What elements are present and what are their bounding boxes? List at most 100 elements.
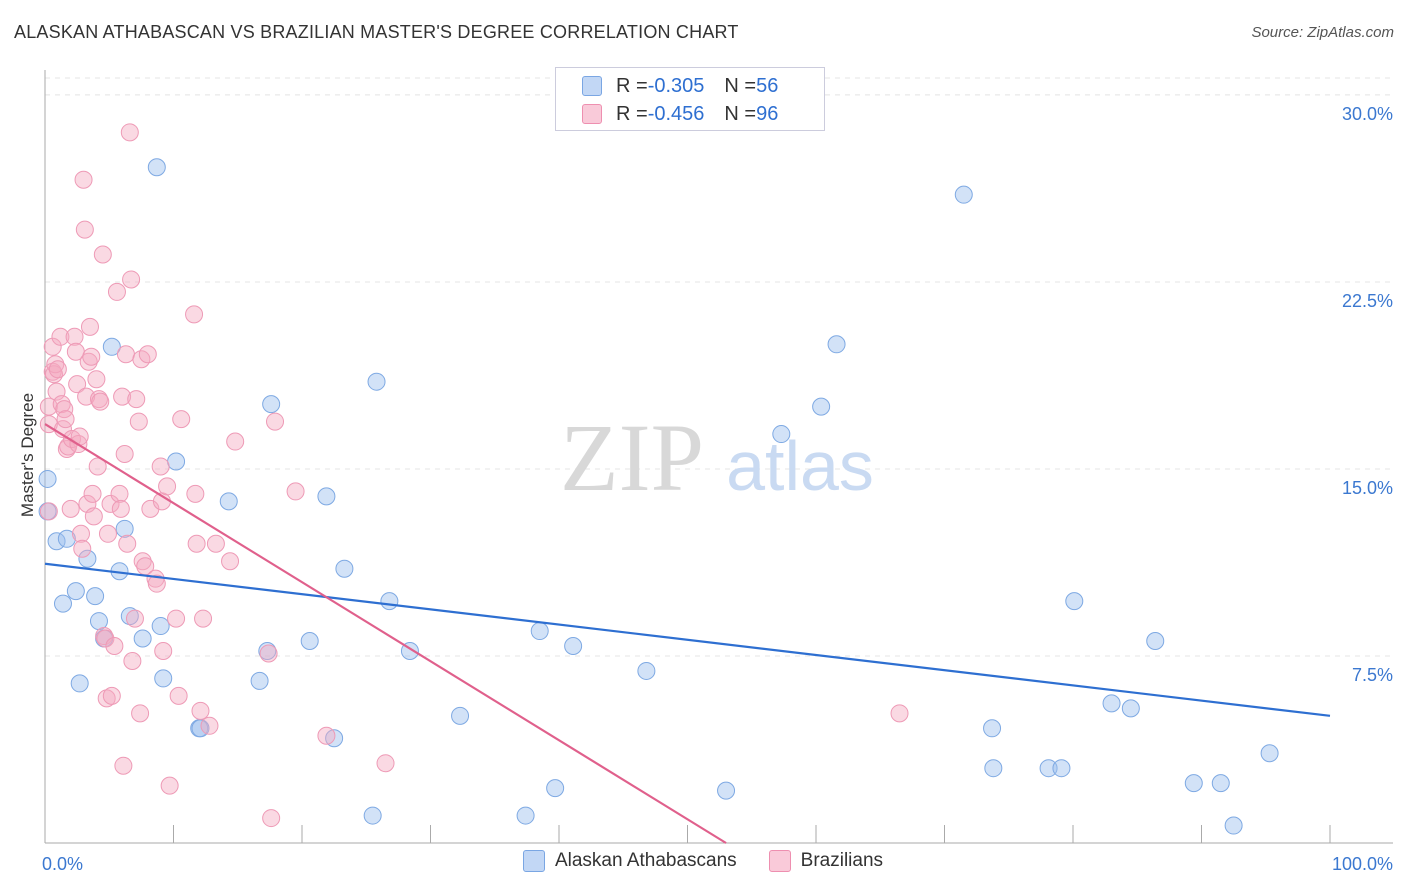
tick-labels: 7.5% 15.0% 22.5% 30.0% 0.0% 100.0% (42, 104, 1393, 874)
bottom-legend-swatch-blue (522, 850, 545, 872)
source-label: Source: ZipAtlas.com (1251, 24, 1394, 41)
data-point (61, 499, 80, 518)
data-point (530, 622, 549, 641)
data-point (101, 494, 120, 513)
data-point (70, 674, 89, 693)
data-point (102, 337, 121, 356)
stats-legend: R = -0.305 N = 56 R = -0.456 N = 96 (555, 67, 825, 131)
data-point (983, 719, 1002, 738)
data-point (83, 484, 102, 503)
y-tick-label: 15.0% (1342, 478, 1393, 498)
data-point (300, 632, 319, 651)
legend-n-label: N = (724, 74, 757, 97)
data-point (74, 170, 93, 189)
legend-swatch-blue (582, 76, 602, 96)
data-point (200, 716, 219, 735)
data-point (516, 806, 535, 825)
bottom-legend-swatch-pink (768, 850, 791, 872)
legend-swatch-pink (582, 104, 602, 124)
data-point (317, 726, 336, 745)
data-point (71, 524, 90, 543)
y-axis-label: Master's Degree (18, 393, 37, 517)
data-point (380, 592, 399, 611)
bottom-legend-brazilian: Brazilians (768, 850, 883, 872)
data-point (115, 445, 134, 464)
data-point (187, 534, 206, 553)
data-point (954, 185, 973, 204)
data-point (191, 701, 210, 720)
data-point (266, 412, 285, 431)
data-point (1121, 699, 1140, 718)
data-point (147, 574, 166, 593)
y-tick-label: 7.5% (1352, 665, 1393, 685)
data-point (250, 671, 269, 690)
legend-r-value: -0.456 (647, 102, 705, 125)
legend-n-label: N = (724, 102, 757, 125)
legend-row-brazilian: R = -0.456 N = 96 (582, 101, 778, 127)
data-point (51, 327, 70, 346)
data-point (91, 392, 110, 411)
data-point (154, 641, 173, 660)
data-point (79, 352, 98, 371)
data-point (154, 669, 173, 688)
data-point (88, 457, 107, 476)
data-point (1052, 759, 1071, 778)
data-point (38, 469, 57, 488)
data-point (120, 607, 139, 626)
data-point (172, 410, 191, 429)
legend-r-label: R = (616, 102, 648, 125)
data-point (827, 335, 846, 354)
trend-line (44, 423, 727, 844)
bottom-legend: Alaskan Athabascans Brazilians (0, 850, 1406, 872)
data-point (376, 754, 395, 773)
data-point (286, 482, 305, 501)
data-point (123, 651, 142, 670)
data-point (335, 559, 354, 578)
data-point (169, 686, 188, 705)
grid-lines (45, 77, 1393, 657)
data-point (120, 123, 139, 142)
data-point (48, 360, 67, 379)
data-point (111, 499, 130, 518)
data-point (138, 345, 157, 364)
data-point (259, 644, 278, 663)
data-point (82, 347, 101, 366)
data-point (1211, 774, 1230, 793)
data-point (86, 587, 105, 606)
data-point (89, 612, 108, 631)
trend-line (44, 562, 1331, 717)
data-point (158, 477, 177, 496)
data-point (186, 484, 205, 503)
data-point (185, 305, 204, 324)
data-point (56, 410, 75, 429)
data-point (1224, 816, 1243, 835)
data-point (57, 529, 76, 548)
data-point (317, 487, 336, 506)
data-point (194, 609, 213, 628)
data-point (53, 594, 72, 613)
data-point (102, 686, 121, 705)
data-point (52, 395, 71, 414)
data-point (133, 552, 152, 571)
data-point (262, 809, 281, 828)
x-tick-label: 0.0% (42, 854, 83, 874)
data-point (68, 375, 87, 394)
legend-r-value: -0.305 (647, 74, 705, 97)
data-point (47, 532, 66, 551)
data-point (206, 534, 225, 553)
data-point (812, 397, 831, 416)
data-point (1146, 632, 1165, 651)
data-point (131, 704, 150, 723)
data-point (363, 806, 382, 825)
legend-r-label: R = (616, 74, 648, 97)
data-point (46, 355, 65, 374)
trend-lines (44, 423, 1331, 844)
data-point (80, 317, 99, 336)
data-point (97, 689, 116, 708)
data-point (125, 609, 144, 628)
data-point (1260, 744, 1279, 763)
data-point (107, 282, 126, 301)
data-point (129, 412, 148, 431)
data-point (105, 637, 124, 656)
data-point (167, 452, 186, 471)
